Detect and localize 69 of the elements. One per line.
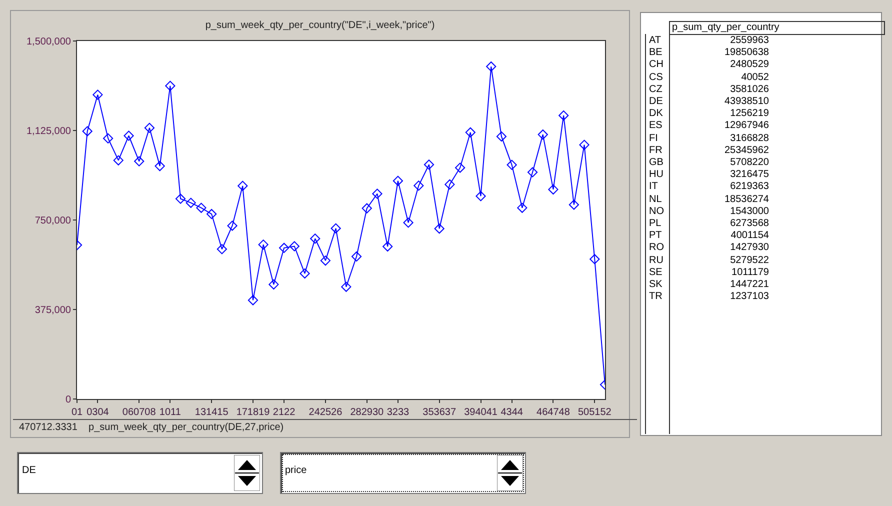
x-tick-label: 0304 bbox=[86, 407, 110, 418]
category-label: PT bbox=[649, 230, 662, 242]
data-label: 1237103 bbox=[729, 291, 769, 304]
text: DE bbox=[22, 465, 36, 476]
text: p_sum_qty_per_country bbox=[669, 21, 885, 35]
data-label: 1256219 bbox=[729, 108, 769, 120]
category-label: CH bbox=[649, 59, 664, 72]
category-label: BE bbox=[649, 47, 662, 60]
category-label: PL bbox=[649, 218, 662, 230]
data-label: 3166828 bbox=[729, 132, 769, 145]
category-label: RU bbox=[649, 254, 664, 267]
data-label: 40052 bbox=[740, 72, 769, 84]
category-label: TR bbox=[649, 291, 662, 304]
x-tick-label: 353637 bbox=[422, 407, 456, 418]
data-label: 1543000 bbox=[729, 206, 769, 218]
category-label: GB bbox=[649, 157, 664, 169]
category-label: CZ bbox=[649, 84, 662, 96]
category-label: HU bbox=[649, 169, 664, 182]
x-tick-label: 394041 bbox=[464, 407, 498, 418]
x-tick-label: 505152 bbox=[578, 407, 612, 418]
chart-title: p_sum_week_qty_per_country("DE",i_week,"price") bbox=[205, 20, 435, 32]
category-label: RO bbox=[649, 242, 664, 254]
data-label: 3581026 bbox=[729, 84, 769, 96]
data-label: 25345962 bbox=[724, 144, 769, 157]
x-tick-label: 282930 bbox=[350, 407, 384, 418]
category-label: AT bbox=[649, 35, 662, 47]
x-tick-label: 3233 bbox=[386, 407, 410, 418]
data-label: 2559963 bbox=[729, 35, 769, 47]
x-tick-label: 242526 bbox=[308, 407, 343, 418]
data-label: 43938510 bbox=[724, 96, 769, 108]
category-label: FR bbox=[649, 144, 662, 157]
data-label: 12967946 bbox=[724, 120, 769, 132]
data-label: 1011179 bbox=[730, 266, 769, 279]
category-label: DE bbox=[649, 96, 663, 108]
y-tick-label: 1,125,000 bbox=[26, 126, 72, 137]
data-label: 2480529 bbox=[729, 59, 769, 72]
data-label: 1447221 bbox=[729, 279, 769, 291]
x-tick-label: 1011 bbox=[159, 407, 182, 418]
category-label: ES bbox=[649, 120, 662, 132]
x-tick-label: 060708 bbox=[122, 407, 156, 418]
category-label: SE bbox=[649, 266, 662, 279]
x-tick-label: 464748 bbox=[536, 407, 570, 418]
category-label: NL bbox=[649, 194, 662, 206]
x-tick-label: 171819 bbox=[236, 407, 270, 418]
category-label: CS bbox=[649, 72, 663, 84]
category-label: IT bbox=[649, 181, 658, 194]
data-label: 5708220 bbox=[729, 157, 769, 169]
data-label: 18536274 bbox=[724, 194, 769, 206]
y-tick-label: 750,000 bbox=[34, 216, 72, 226]
y-tick-label: 375,000 bbox=[34, 305, 72, 316]
x-tick-label: 2122 bbox=[272, 407, 296, 418]
x-tick-label: 01 bbox=[71, 407, 83, 418]
x-tick-label: 4344 bbox=[500, 407, 524, 418]
y-tick-label: 0 bbox=[65, 394, 72, 406]
category-label: FI bbox=[649, 132, 658, 145]
category-label: SK bbox=[649, 279, 662, 291]
data-label: 5279522 bbox=[729, 254, 769, 267]
data-label: 6273568 bbox=[729, 218, 769, 230]
category-label: NO bbox=[649, 206, 664, 218]
data-label: 6219363 bbox=[729, 181, 769, 194]
y-tick-label: 1,500,000 bbox=[26, 36, 72, 48]
data-label: 1427930 bbox=[729, 242, 769, 254]
data-label: 4001154 bbox=[730, 230, 769, 242]
data-label: 19850638 bbox=[724, 47, 769, 60]
data-label: 3216475 bbox=[729, 169, 769, 182]
category-label: DK bbox=[649, 108, 663, 120]
text: price bbox=[285, 465, 307, 476]
x-tick-label: 131415 bbox=[194, 407, 229, 418]
text: 470712.3331 p_sum_week_qty_per_country(DE,27,price) bbox=[13, 419, 637, 435]
